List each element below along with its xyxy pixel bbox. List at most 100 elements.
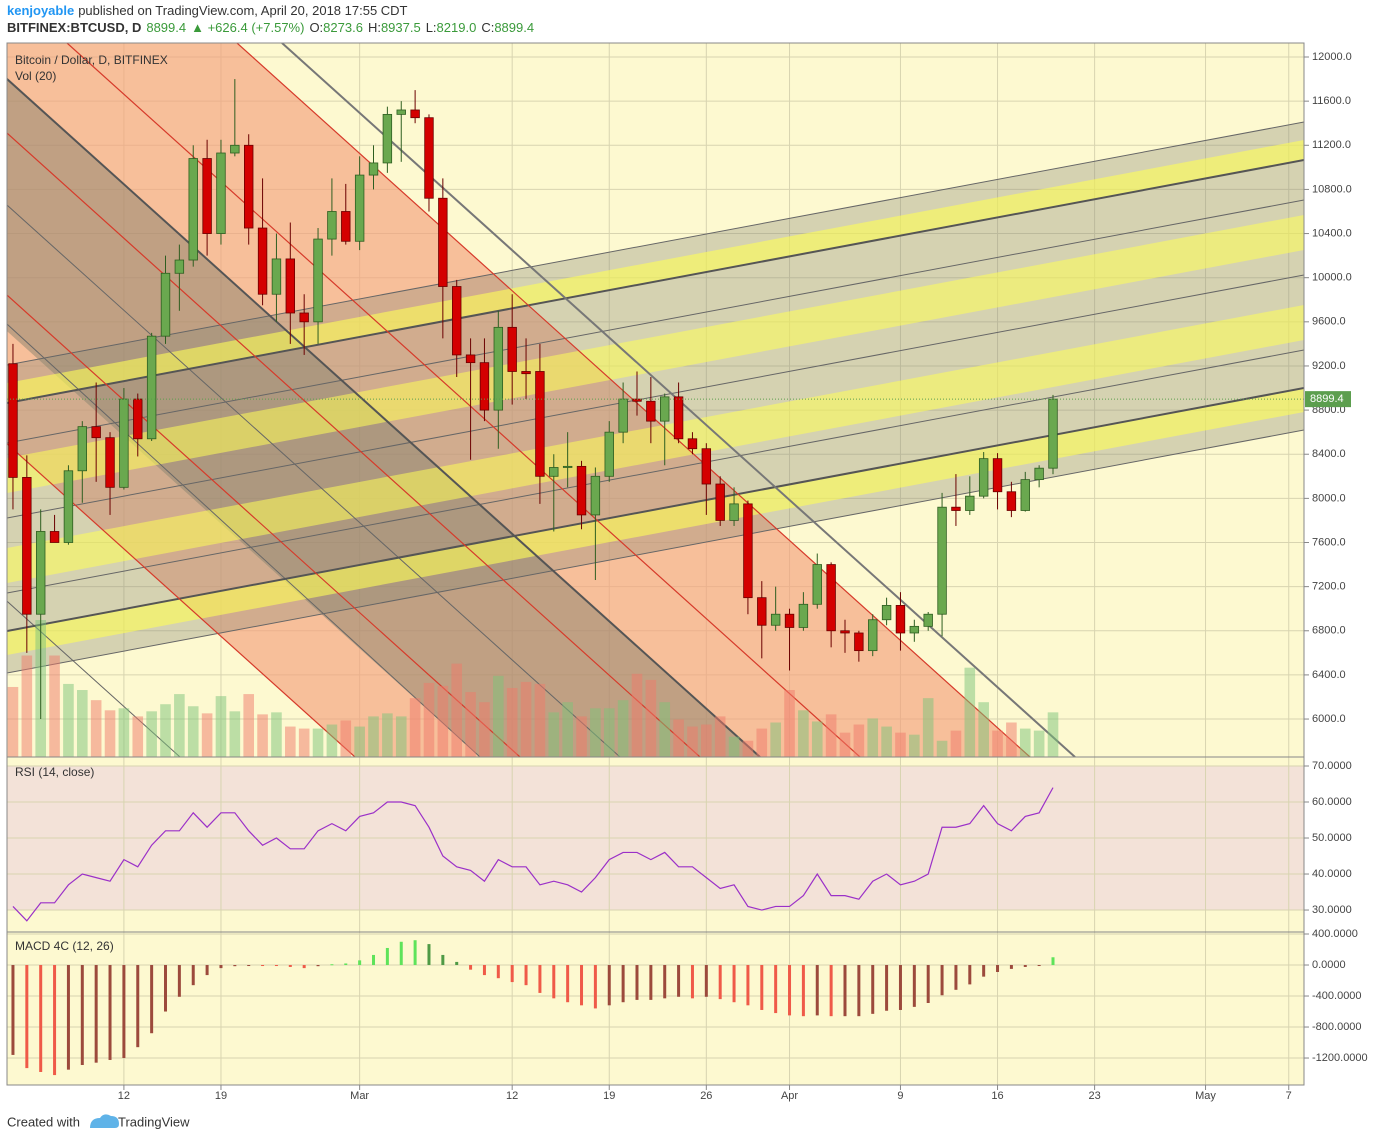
volume-bar (437, 685, 449, 757)
candle-body (673, 396, 684, 440)
series-title: Bitcoin / Dollar, D, BITFINEX (15, 53, 168, 67)
candle-body (133, 398, 143, 440)
candle-body (798, 603, 809, 628)
macd-bar (871, 965, 875, 1014)
volume-bar (631, 673, 643, 757)
ohlc-value: 8899.4 (494, 20, 534, 35)
macd-bar (94, 965, 98, 1063)
candle-body (507, 326, 517, 372)
volume-bar (63, 683, 74, 757)
candle-body (715, 483, 725, 521)
macd-bar (413, 940, 417, 966)
logo (90, 1114, 119, 1128)
volume-bar (867, 718, 879, 757)
volume-bar (312, 728, 324, 757)
candle-body (632, 398, 642, 402)
candle-body (868, 619, 878, 652)
candle-body (881, 604, 892, 621)
volume-bar (922, 698, 934, 757)
candle-body (271, 258, 282, 295)
y-tick-label: 8000.0 (1312, 492, 1346, 504)
red-line (7, 132, 701, 757)
x-tick-label: Apr (781, 1090, 798, 1102)
macd-bar (677, 965, 681, 997)
y-tick-label: 70.0000 (1312, 760, 1352, 772)
candle-body (576, 465, 587, 516)
trend-line (7, 159, 1304, 404)
volume-bar (451, 663, 463, 757)
macd-bar (53, 965, 57, 1076)
yellow-band (7, 305, 1304, 583)
channel-line (7, 121, 1304, 366)
volume-bar (617, 700, 629, 757)
macd-bar (482, 965, 486, 976)
macd-bar (538, 965, 542, 993)
y-tick-label: 0.0000 (1312, 959, 1346, 971)
macd-bar (344, 963, 348, 966)
y-tick-label: -400.0000 (1312, 990, 1362, 1002)
candle-body (452, 286, 462, 356)
macd-bar (940, 965, 944, 996)
author[interactable]: kenjoyable (7, 3, 74, 18)
volume-bar (728, 736, 740, 757)
yellow-band (7, 388, 1304, 655)
candle-body (91, 426, 101, 439)
volume-bar (395, 716, 407, 757)
volume-bar (798, 710, 809, 757)
macd-bar (399, 941, 403, 966)
candle-body (49, 531, 60, 543)
candle-body (230, 144, 240, 154)
candle-body (8, 363, 18, 478)
ascending-channel (7, 122, 1304, 673)
macd-bar (441, 954, 445, 966)
volume-bar (895, 732, 906, 757)
macd-bar (122, 965, 126, 1059)
volume-bar (506, 687, 518, 757)
channel-lines (7, 121, 1304, 757)
macd-bar (1023, 965, 1027, 967)
candle-body (701, 448, 712, 485)
candle-body (327, 211, 337, 240)
footer-brand[interactable]: TradingView (118, 1114, 190, 1129)
volume-bar (409, 698, 421, 757)
volume-bar (340, 720, 352, 757)
volume-bar (1033, 730, 1045, 757)
red-line (7, 442, 356, 757)
volume-bar (992, 730, 1003, 757)
macd-bar (912, 965, 916, 1007)
y-tick-label: 60.0000 (1312, 796, 1352, 808)
macd-bar (843, 965, 847, 1017)
macd-bar (385, 947, 389, 966)
volume-bar (479, 702, 490, 757)
y-tick-label: -800.0000 (1312, 1021, 1362, 1033)
candle-body (368, 162, 379, 176)
macd-bar (261, 965, 265, 967)
volume-bar (215, 696, 227, 757)
volume-bar (520, 681, 532, 757)
channel-line (7, 204, 621, 757)
macd-bar (136, 965, 140, 1048)
volume-bar (756, 728, 768, 757)
candle-body (22, 477, 32, 615)
volume-bar (146, 711, 157, 757)
macd-title: MACD 4C (12, 26) (15, 939, 114, 953)
y-tick-label: 7200.0 (1312, 581, 1346, 593)
x-tick-label: 16 (991, 1090, 1003, 1102)
y-tick-label: -1200.0000 (1312, 1052, 1368, 1064)
x-tick-label: Mar (350, 1090, 369, 1102)
candle-body (1006, 491, 1017, 511)
yellow-band (7, 215, 1304, 493)
candle-body (923, 613, 933, 627)
volume-bar (978, 702, 989, 757)
candle-body (424, 117, 434, 199)
candle-body (382, 113, 393, 164)
volume-bar (936, 740, 948, 757)
macd-bar (774, 965, 778, 1014)
trend-line (7, 387, 1304, 632)
candle-body (535, 371, 545, 477)
channel-line (7, 600, 181, 757)
volume-bar (187, 706, 199, 757)
candle-body (784, 613, 795, 628)
y-tick-label: 6000.0 (1312, 713, 1346, 725)
candle-body (965, 495, 975, 511)
